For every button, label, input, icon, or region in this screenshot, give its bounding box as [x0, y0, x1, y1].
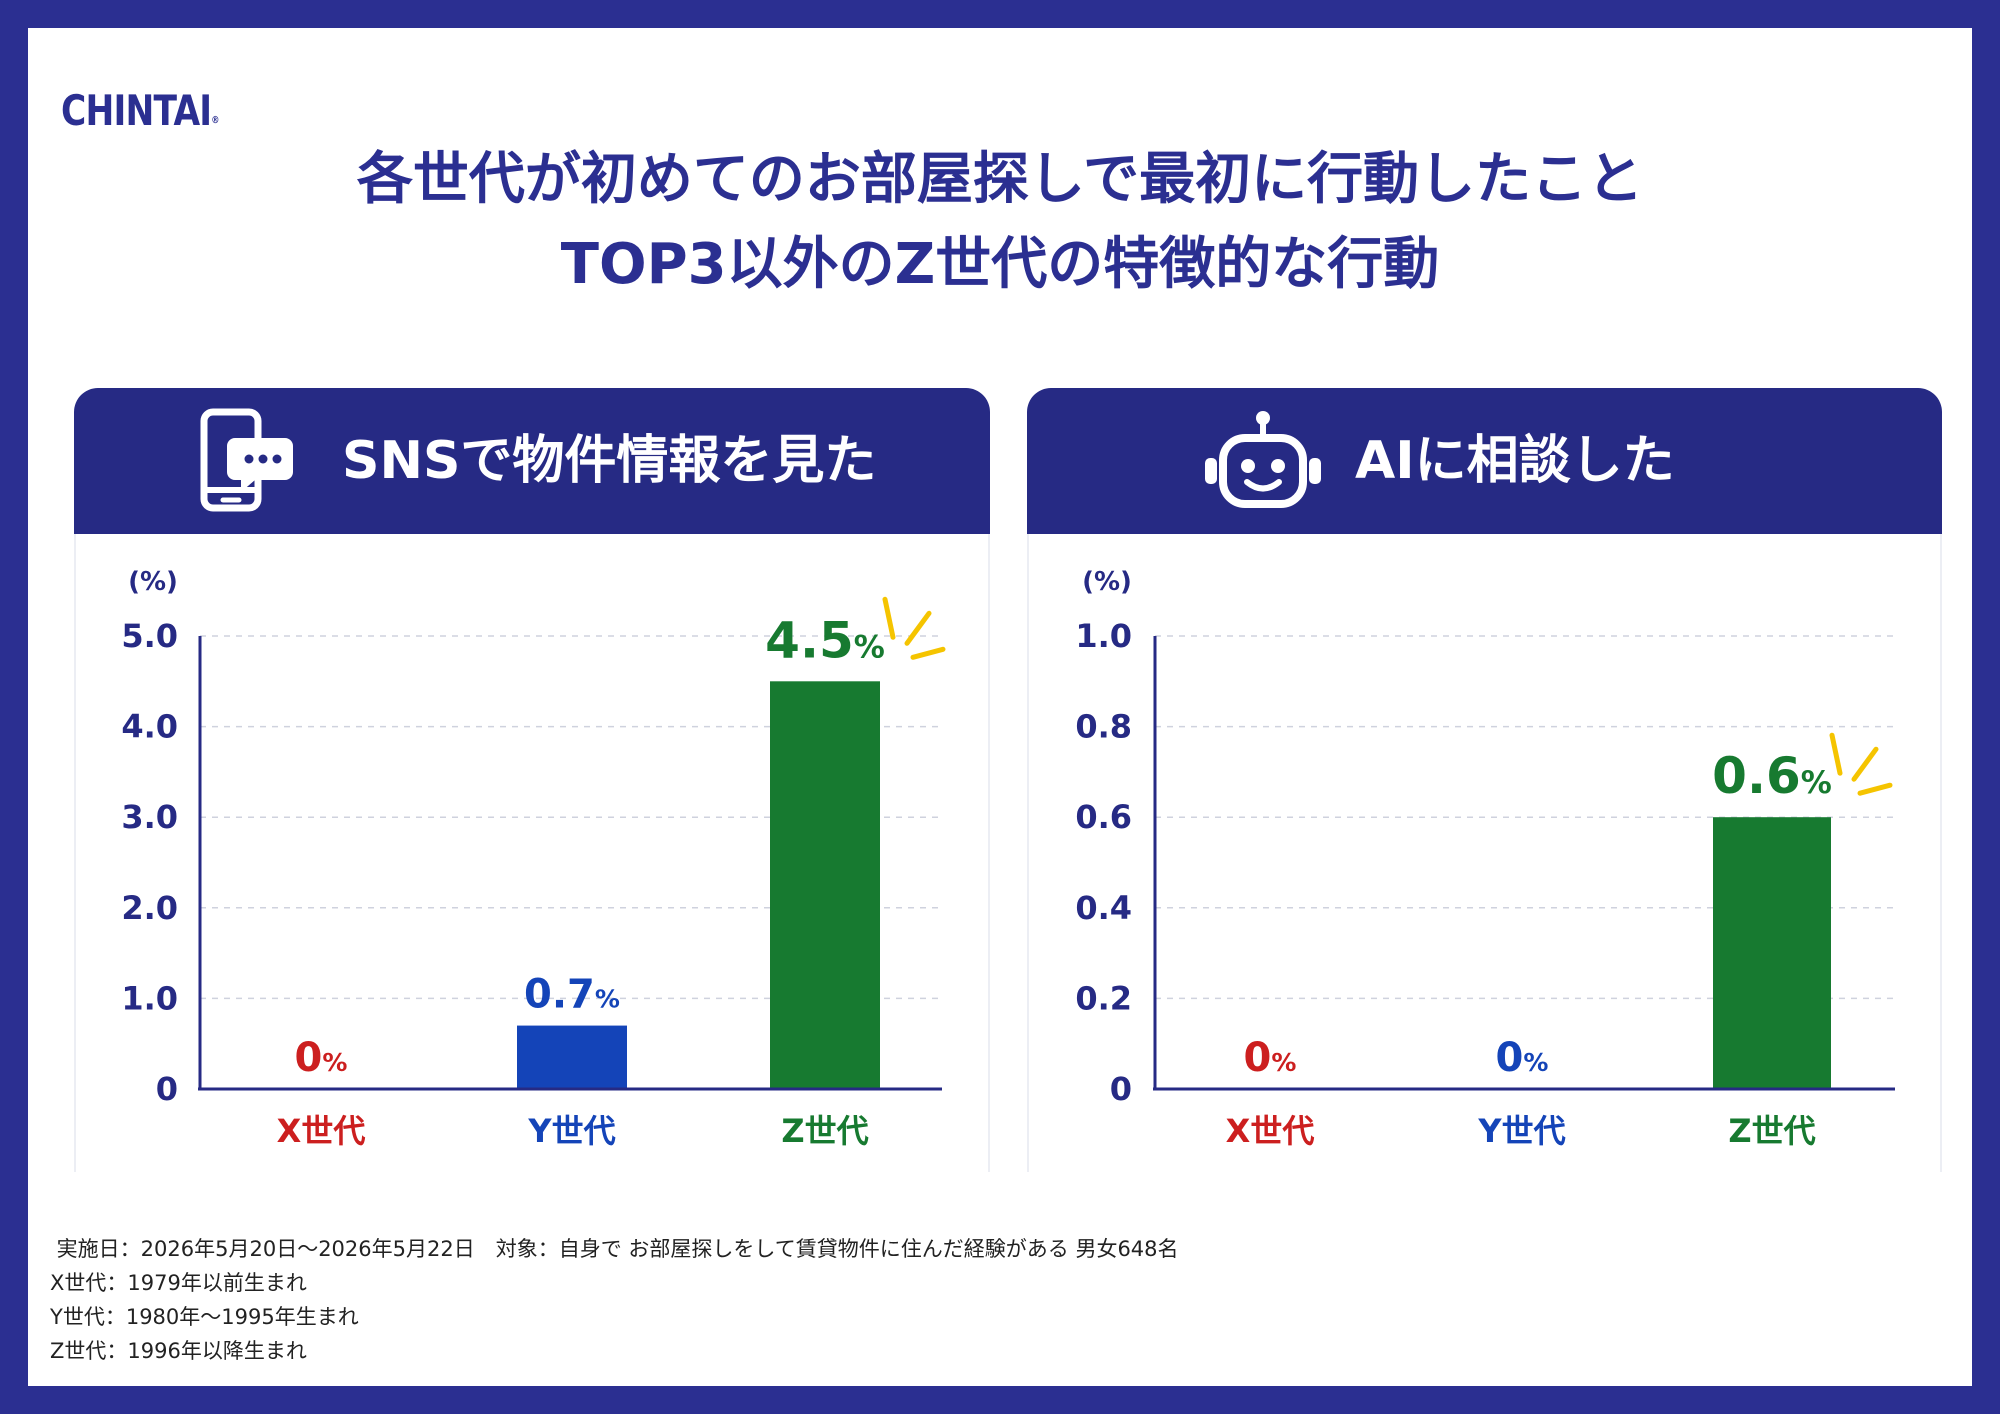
- chart-panel-sns: SNSで物件情報を見た: [74, 388, 990, 1172]
- footer-y-gen: Y世代：1980年〜1995年生まれ: [50, 1305, 359, 1329]
- robot-icon: [1205, 411, 1321, 508]
- chart-panel-ai: AIに相談した: [1027, 388, 1942, 1172]
- smartphone-chat-icon: [200, 408, 293, 512]
- footer-z-gen: Z世代：1996年以降生まれ: [50, 1339, 307, 1363]
- panel-header: AIに相談した: [1027, 388, 1942, 534]
- panel-header: SNSで物件情報を見た: [74, 388, 990, 534]
- chintai-logo: CHINTAI®: [61, 86, 219, 135]
- panel-body: [1027, 534, 1942, 1172]
- page-title: 各世代が初めてのお部屋探しで最初に行動したこと: [356, 147, 1644, 212]
- page-subtitle: TOP3以外のZ世代の特徴的な行動: [560, 232, 1440, 297]
- panel-title: SNSで物件情報を見た: [342, 431, 877, 491]
- footer-survey-info: 実施日：2026年5月20日〜2026年5月22日 対象：自身で お部屋探しをし…: [50, 1237, 1179, 1261]
- footer-x-gen: X世代：1979年以前生まれ: [50, 1271, 307, 1295]
- panel-title: AIに相談した: [1355, 431, 1675, 491]
- footer-notes: 実施日：2026年5月20日〜2026年5月22日 対象：自身で お部屋探しをし…: [50, 1232, 1179, 1368]
- panel-body: [74, 534, 990, 1172]
